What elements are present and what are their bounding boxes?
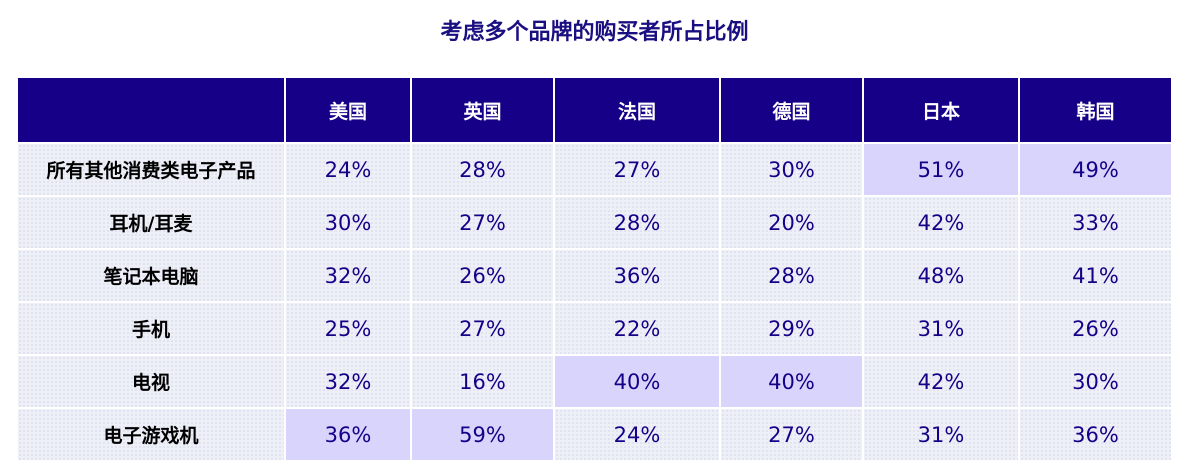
- value-cell: 48%: [863, 248, 1020, 302]
- value-cell: 33%: [1019, 195, 1171, 249]
- row-label: 所有其他消费类电子产品: [18, 142, 286, 196]
- value-cell: 28%: [720, 248, 864, 302]
- chart-title: 考虑多个品牌的购买者所占比例: [440, 20, 749, 45]
- value-cell: 27%: [554, 142, 721, 196]
- column-header: 法国: [554, 78, 721, 143]
- value-cell: 22%: [554, 301, 721, 355]
- column-header: 韩国: [1019, 78, 1171, 143]
- value-cell: 28%: [554, 195, 721, 249]
- table-row: 电视 32% 16% 40% 40% 42% 30%: [18, 354, 1171, 408]
- value-cell: 51%: [863, 142, 1020, 196]
- value-cell: 41%: [1019, 248, 1171, 302]
- column-header: 日本: [863, 78, 1020, 143]
- row-label: 耳机/耳麦: [18, 195, 286, 249]
- row-label: 手机: [18, 301, 286, 355]
- value-cell: 36%: [554, 248, 721, 302]
- value-cell: 24%: [554, 407, 721, 460]
- value-cell: 26%: [411, 248, 555, 302]
- value-cell: 40%: [720, 354, 864, 408]
- table-row: 手机 25% 27% 22% 29% 31% 26%: [18, 301, 1171, 355]
- value-cell: 31%: [863, 407, 1020, 460]
- column-header: 美国: [285, 78, 412, 143]
- table-row: 电子游戏机 36% 59% 24% 27% 31% 36%: [18, 407, 1171, 460]
- value-cell: 20%: [720, 195, 864, 249]
- header-corner: [18, 78, 286, 143]
- column-header: 英国: [411, 78, 555, 143]
- column-header: 德国: [720, 78, 864, 143]
- data-table: 美国 英国 法国 德国 日本 韩国 所有其他消费类电子产品 24% 28% 27% 30…: [18, 78, 1171, 460]
- value-cell: 42%: [863, 354, 1020, 408]
- row-label: 电视: [18, 354, 286, 408]
- value-cell: 40%: [554, 354, 721, 408]
- value-cell: 25%: [285, 301, 412, 355]
- value-cell: 16%: [411, 354, 555, 408]
- row-label: 笔记本电脑: [18, 248, 286, 302]
- row-label: 电子游戏机: [18, 407, 286, 460]
- table-row: 所有其他消费类电子产品 24% 28% 27% 30% 51% 49%: [18, 142, 1171, 196]
- value-cell: 24%: [285, 142, 412, 196]
- value-cell: 27%: [411, 195, 555, 249]
- value-cell: 32%: [285, 354, 412, 408]
- value-cell: 26%: [1019, 301, 1171, 355]
- value-cell: 36%: [1019, 407, 1171, 460]
- value-cell: 29%: [720, 301, 864, 355]
- value-cell: 31%: [863, 301, 1020, 355]
- value-cell: 32%: [285, 248, 412, 302]
- table-row: 耳机/耳麦 30% 27% 28% 20% 42% 33%: [18, 195, 1171, 249]
- table-body: 所有其他消费类电子产品 24% 28% 27% 30% 51% 49% 耳机/耳麦 30% 27%…: [18, 142, 1171, 460]
- value-cell: 36%: [285, 407, 412, 460]
- value-cell: 30%: [285, 195, 412, 249]
- value-cell: 42%: [863, 195, 1020, 249]
- value-cell: 27%: [411, 301, 555, 355]
- value-cell: 49%: [1019, 142, 1171, 196]
- table-row: 笔记本电脑 32% 26% 36% 28% 48% 41%: [18, 248, 1171, 302]
- value-cell: 59%: [411, 407, 555, 460]
- value-cell: 28%: [411, 142, 555, 196]
- value-cell: 30%: [1019, 354, 1171, 408]
- header-row: 美国 英国 法国 德国 日本 韩国: [18, 78, 1171, 143]
- value-cell: 30%: [720, 142, 864, 196]
- value-cell: 27%: [720, 407, 864, 460]
